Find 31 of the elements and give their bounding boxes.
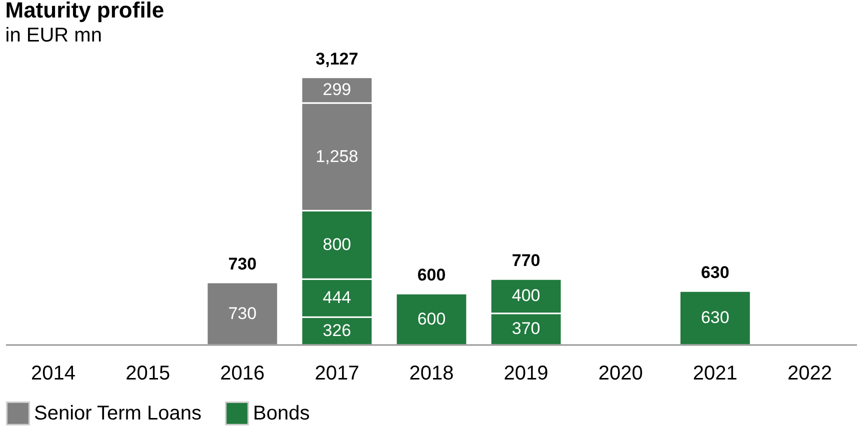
x-tick-label: 2021 xyxy=(692,362,738,384)
x-tick-label: 2020 xyxy=(598,362,643,384)
data-label: 299 xyxy=(322,80,352,100)
legend-label: Bonds xyxy=(253,402,310,424)
data-label: 400 xyxy=(512,286,540,306)
total-label: 770 xyxy=(512,251,540,270)
chart-title: Maturity profile xyxy=(5,0,164,22)
x-tick-label: 2019 xyxy=(504,362,548,384)
data-label: 1,258 xyxy=(316,146,358,166)
data-label: 730 xyxy=(228,304,257,323)
x-tick-label: 2014 xyxy=(31,362,76,384)
data-label: 800 xyxy=(322,234,352,254)
x-tick-label: 2016 xyxy=(220,362,265,384)
bar xyxy=(395,292,468,346)
chart-subtitle: in EUR mn xyxy=(5,24,102,46)
bar xyxy=(678,290,752,346)
data-label: 600 xyxy=(417,309,446,328)
x-tick-label: 2015 xyxy=(126,362,170,384)
data-label: 444 xyxy=(322,288,352,308)
data-label: 326 xyxy=(322,321,352,340)
total-label: 630 xyxy=(700,263,730,282)
data-label: 630 xyxy=(700,308,730,328)
data-label: 370 xyxy=(512,319,540,338)
total-label: 730 xyxy=(228,254,257,274)
bar xyxy=(206,282,279,346)
total-label: 600 xyxy=(417,266,446,285)
x-tick-label: 2022 xyxy=(787,362,832,384)
total-label: 3,127 xyxy=(316,49,358,68)
x-tick-label: 2018 xyxy=(409,362,454,384)
x-tick-label: 2017 xyxy=(314,362,360,384)
legend-label: Senior Term Loans xyxy=(34,402,202,424)
